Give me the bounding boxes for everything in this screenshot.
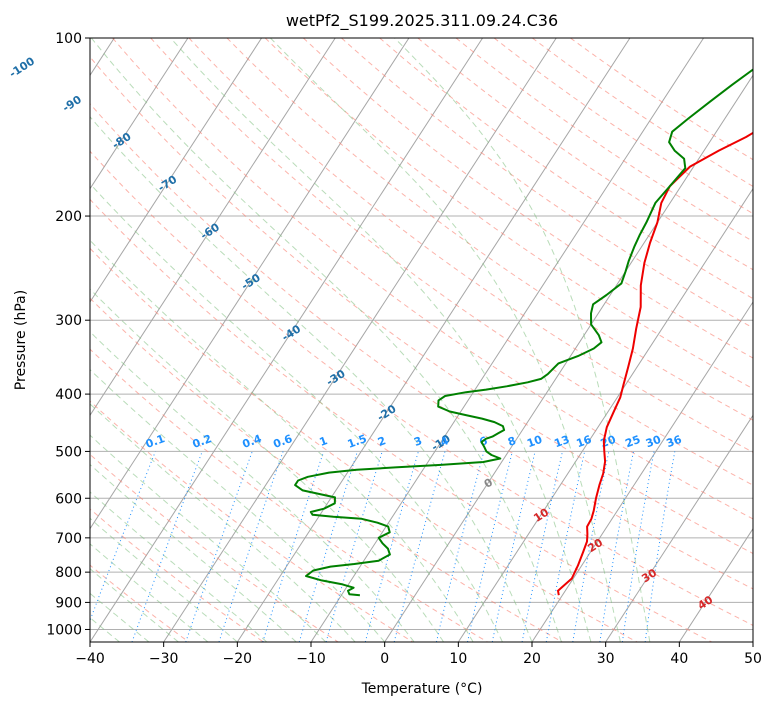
isotherm-line xyxy=(237,38,630,642)
moist-adiabat xyxy=(0,38,267,642)
mixing-ratio-label: 1.5 xyxy=(346,432,369,451)
x-tick-label: −40 xyxy=(75,651,105,667)
mixing-ratio-label: 20 xyxy=(599,433,618,451)
moist-adiabat xyxy=(171,38,591,642)
dry-adiabat xyxy=(0,38,712,642)
mixing-ratio-label: 0.6 xyxy=(271,432,294,451)
mixing-ratio-label: 16 xyxy=(575,433,594,451)
dry-adiabat xyxy=(74,38,775,642)
isotherm-label: -100 xyxy=(7,54,37,80)
mixing-ratio-line xyxy=(219,451,283,642)
isotherm-line xyxy=(458,38,775,642)
isotherm-label: 10 xyxy=(531,505,551,524)
isotherm-label: -30 xyxy=(324,367,348,389)
y-tick-label: 400 xyxy=(55,387,82,403)
isotherm-line xyxy=(385,38,775,642)
isotherm-line xyxy=(606,38,775,642)
isotherm-line xyxy=(753,38,775,642)
mixing-ratio-label: 0.1 xyxy=(144,432,167,451)
moist-adiabat xyxy=(0,38,473,642)
x-tick-label: 30 xyxy=(597,651,615,667)
y-tick-label: 300 xyxy=(55,313,82,329)
x-tick-label: 20 xyxy=(523,651,541,667)
moist-adiabat xyxy=(0,38,355,642)
isotherm-label: -60 xyxy=(198,220,222,242)
isotherm-label: -20 xyxy=(375,402,399,424)
y-tick-label: 700 xyxy=(55,531,82,547)
mixing-ratio-label: 1 xyxy=(318,434,330,449)
moist-adiabat xyxy=(91,38,561,642)
mixing-ratio-line xyxy=(394,451,445,642)
moist-adiabat xyxy=(0,38,208,642)
x-tick-label: 0 xyxy=(380,651,389,667)
dry-adiabat xyxy=(265,38,775,642)
y-tick-label: 100 xyxy=(55,31,82,47)
dry-adiabat xyxy=(342,38,775,642)
isotherm-line xyxy=(679,38,775,642)
isotherm-line xyxy=(16,38,409,642)
mixing-ratio-label: 30 xyxy=(644,433,663,451)
mixing-ratio-line xyxy=(263,451,324,642)
isotherm-label: 20 xyxy=(585,536,605,555)
isotherm-label: -50 xyxy=(239,271,263,293)
y-tick-label: 1000 xyxy=(46,622,82,638)
mixing-ratio-label: 3 xyxy=(412,434,424,449)
plot-frame xyxy=(90,38,753,642)
mixing-ratio-label: 0.2 xyxy=(191,432,214,451)
mixing-ratio-label: 36 xyxy=(665,433,684,451)
x-tick-label: 50 xyxy=(744,651,762,667)
dry-adiabat xyxy=(0,38,413,642)
mixing-ratio-label: 25 xyxy=(623,433,642,450)
isotherm-label: -90 xyxy=(60,93,84,115)
x-axis-title: Temperature (°C) xyxy=(361,681,483,697)
mixing-ratio-label: 2 xyxy=(376,434,388,449)
chart-title: wetPf2_S199.2025.311.09.24.C36 xyxy=(286,11,558,31)
y-axis-title: Pressure (hPa) xyxy=(13,290,29,390)
moist-adiabat xyxy=(0,38,237,642)
x-tick-label: 40 xyxy=(670,651,688,667)
mixing-ratio-line xyxy=(645,451,675,642)
isotherm-label: 30 xyxy=(639,566,659,585)
moist-adiabat xyxy=(395,38,650,642)
mixing-ratio-line xyxy=(326,451,382,642)
dry-adiabat xyxy=(456,38,775,642)
mixing-ratio-line xyxy=(132,451,202,642)
mixing-ratio-line xyxy=(299,451,357,642)
moist-adiabat xyxy=(0,38,444,642)
dry-adiabat xyxy=(303,38,775,642)
x-tick-label: −10 xyxy=(296,651,326,667)
mixing-ratio-label: 0.4 xyxy=(241,432,264,451)
background-lines xyxy=(0,38,775,642)
dry-adiabat xyxy=(0,38,488,642)
moist-adiabat xyxy=(270,38,620,642)
mixing-ratio-line xyxy=(492,451,535,642)
moist-adiabat xyxy=(0,38,414,642)
isotherm-label: -40 xyxy=(279,322,303,344)
x-tick-label: 10 xyxy=(449,651,467,667)
dry-adiabat xyxy=(380,38,775,642)
mixing-ratio-label: 10 xyxy=(525,433,544,451)
y-tick-label: 200 xyxy=(55,209,82,225)
mixing-ratio-label: 13 xyxy=(552,433,571,450)
isotherm-label: 40 xyxy=(695,593,715,612)
moist-adiabat xyxy=(0,38,503,642)
isotherm-line xyxy=(164,38,557,642)
moist-adiabat xyxy=(28,38,533,642)
y-tick-label: 600 xyxy=(55,491,82,507)
y-tick-label: 900 xyxy=(55,595,82,611)
x-tick-label: −30 xyxy=(149,651,179,667)
dry-adiabat xyxy=(0,38,264,642)
y-tick-label: 800 xyxy=(55,565,82,581)
line-labels: -100-90-80-70-60-50-40-30-20-10010203040… xyxy=(7,54,716,612)
isotherm-label: 0 xyxy=(482,475,496,490)
y-tick-label: 500 xyxy=(55,444,82,460)
x-tick-label: −20 xyxy=(223,651,253,667)
mixing-ratio-line xyxy=(82,451,156,642)
mixing-ratio-label: 8 xyxy=(506,434,518,449)
dry-adiabat xyxy=(227,38,775,642)
